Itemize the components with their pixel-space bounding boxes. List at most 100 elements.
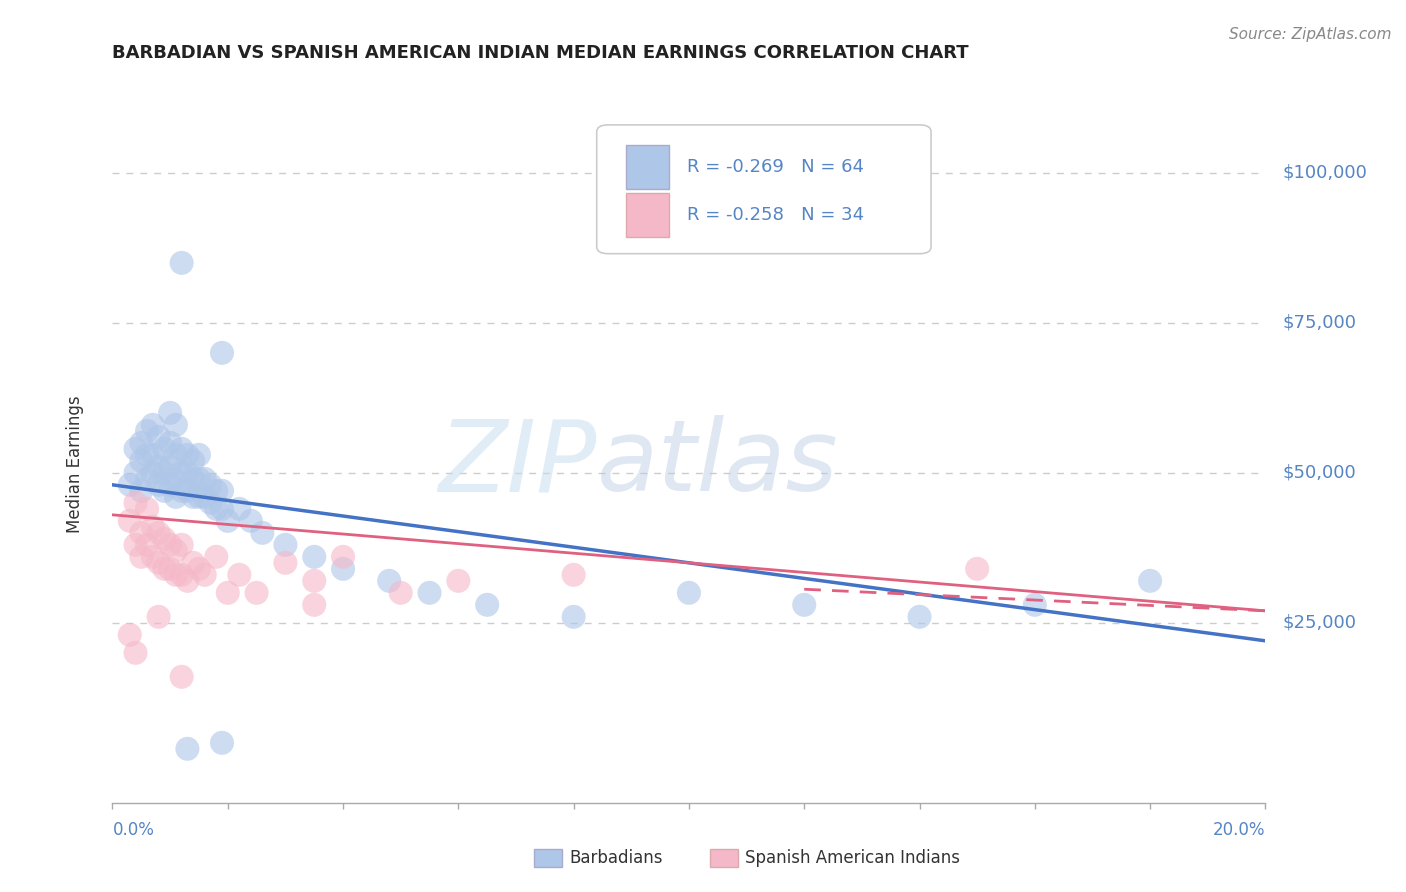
Bar (626, 145, 669, 189)
Point (124, 496, 146, 510)
Point (129, 525, 153, 540)
Point (136, 538, 159, 552)
Point (205, 549, 228, 564)
Point (176, 574, 198, 588)
Point (118, 628, 141, 642)
Point (475, 598, 498, 612)
Point (389, 586, 412, 600)
Point (188, 472, 211, 486)
Point (188, 448, 211, 462)
Text: ZIP: ZIP (439, 416, 596, 512)
Point (129, 549, 153, 564)
Text: atlas: atlas (596, 416, 838, 512)
Point (1139, 574, 1161, 588)
Point (159, 538, 181, 552)
Point (153, 483, 176, 498)
Point (170, 466, 193, 480)
Point (159, 406, 181, 420)
Text: BARBADIAN VS SPANISH AMERICAN INDIAN MEDIAN EARNINGS CORRELATION CHART: BARBADIAN VS SPANISH AMERICAN INDIAN MED… (112, 45, 969, 62)
Point (148, 430, 170, 444)
Point (908, 610, 931, 624)
Point (148, 478, 170, 492)
Point (176, 741, 198, 756)
Point (1024, 598, 1046, 612)
Point (153, 466, 176, 480)
Point (136, 448, 159, 462)
Point (194, 567, 217, 582)
Text: $75,000: $75,000 (1282, 314, 1357, 332)
Point (304, 598, 326, 612)
Point (304, 574, 326, 588)
Point (419, 586, 441, 600)
Point (124, 646, 146, 660)
Point (562, 567, 585, 582)
Point (200, 496, 222, 510)
Point (159, 478, 181, 492)
Point (211, 483, 233, 498)
Point (136, 501, 159, 516)
Point (211, 736, 233, 750)
Point (165, 448, 187, 462)
Point (142, 466, 165, 480)
Point (274, 556, 297, 570)
Point (142, 520, 165, 534)
Point (124, 442, 146, 456)
Text: $50,000: $50,000 (1282, 464, 1357, 482)
Text: Source: ZipAtlas.com: Source: ZipAtlas.com (1229, 27, 1392, 42)
Point (153, 532, 176, 546)
Point (217, 514, 239, 528)
Point (159, 435, 181, 450)
Point (118, 478, 141, 492)
Point (447, 574, 470, 588)
Point (188, 562, 211, 576)
Point (239, 514, 262, 528)
Point (170, 256, 193, 270)
Point (159, 459, 181, 474)
Point (181, 556, 204, 570)
Point (966, 562, 988, 576)
Point (165, 544, 187, 558)
Text: Spanish American Indians: Spanish American Indians (745, 849, 960, 867)
Point (129, 435, 153, 450)
Text: 0.0%: 0.0% (112, 821, 155, 838)
Point (153, 442, 176, 456)
Point (176, 483, 198, 498)
Point (228, 501, 250, 516)
Point (332, 549, 354, 564)
Point (217, 586, 239, 600)
Point (170, 670, 193, 684)
Point (378, 574, 401, 588)
Point (228, 567, 250, 582)
Point (200, 478, 222, 492)
Point (170, 442, 193, 456)
Point (148, 459, 170, 474)
Text: Median Earnings: Median Earnings (66, 395, 84, 533)
Point (176, 448, 198, 462)
Point (165, 417, 187, 432)
Point (118, 514, 141, 528)
Bar (626, 193, 669, 236)
Point (148, 525, 170, 540)
Point (129, 454, 153, 468)
Point (205, 483, 228, 498)
Point (211, 346, 233, 360)
Point (211, 501, 233, 516)
Point (165, 567, 187, 582)
Point (170, 567, 193, 582)
Point (124, 538, 146, 552)
Point (142, 549, 165, 564)
Point (153, 562, 176, 576)
Point (181, 490, 204, 504)
Point (194, 472, 217, 486)
Point (142, 448, 165, 462)
Point (188, 490, 211, 504)
Point (159, 562, 181, 576)
Point (170, 538, 193, 552)
Point (304, 549, 326, 564)
Text: 20.0%: 20.0% (1213, 821, 1265, 838)
Point (170, 483, 193, 498)
Point (793, 598, 815, 612)
Point (252, 525, 274, 540)
Point (181, 472, 204, 486)
Text: R = -0.269   N = 64: R = -0.269 N = 64 (686, 158, 863, 177)
